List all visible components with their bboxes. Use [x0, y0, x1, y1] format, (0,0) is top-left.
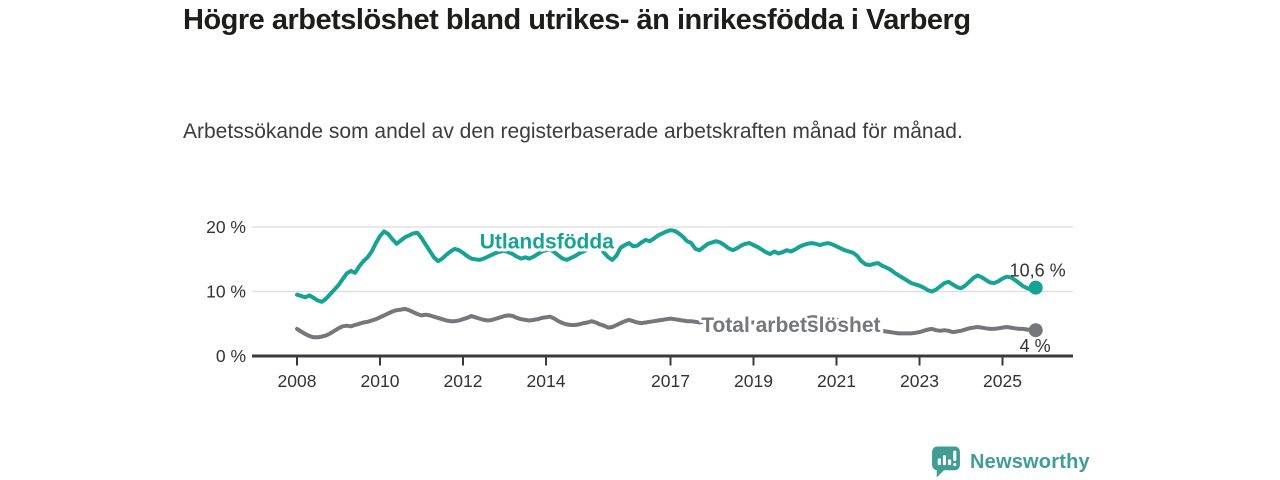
series-line-utlandsf-dda — [295, 228, 1038, 304]
x-tick-label-2014: 2014 — [527, 371, 566, 391]
newsworthy-brand: Newsworthy — [931, 446, 1090, 478]
series-label-total-arbetsl-shet: Total arbetslöshet — [701, 314, 880, 337]
x-tick-label-2008: 2008 — [278, 371, 317, 391]
x-tick-label-2010: 2010 — [361, 371, 400, 391]
x-tick-label-2025: 2025 — [983, 371, 1022, 391]
end-value-label-utlandsf-dda: 10,6 % — [1010, 261, 1066, 281]
y-tick-label-10: 10 % — [206, 282, 246, 302]
end-value-label-total-arbetsl-shet: 4 % — [1020, 336, 1051, 356]
x-tick-label-2023: 2023 — [900, 371, 939, 391]
brand-name: Newsworthy — [970, 450, 1090, 473]
x-tick-label-2017: 2017 — [651, 371, 690, 391]
page-subtitle: Arbetssökande som andel av den registerb… — [183, 120, 963, 143]
x-tick-label-2019: 2019 — [734, 371, 773, 391]
page-title: Högre arbetslöshet bland utrikes- än inr… — [183, 4, 971, 36]
y-tick-label-20: 20 % — [206, 217, 246, 237]
y-tick-label-0: 0 % — [216, 346, 246, 366]
x-tick-label-2021: 2021 — [817, 371, 856, 391]
end-dot-utlandsf-dda — [1028, 280, 1043, 295]
newsworthy-logo-icon — [932, 446, 960, 478]
x-tick-label-2012: 2012 — [444, 371, 483, 391]
series-line-total-arbetsl-shet — [295, 306, 1038, 340]
series-label-utlandsf-dda: Utlandsfödda — [480, 230, 614, 253]
end-dot-total-arbetsl-shet — [1028, 323, 1043, 338]
